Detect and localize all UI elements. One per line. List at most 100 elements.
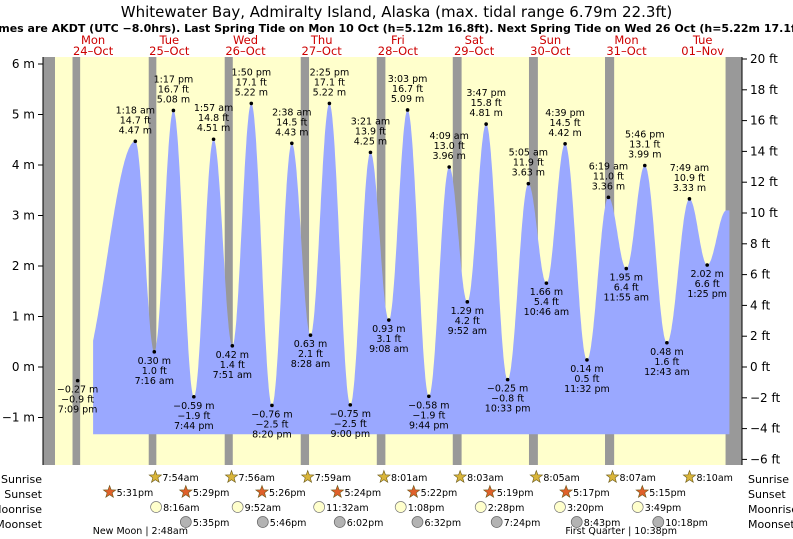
low-tide-label: 2.02 m6.6 ft1:25 pm bbox=[687, 269, 727, 300]
tide-height-m: −0.58 m bbox=[408, 400, 449, 411]
sunset-icon bbox=[254, 484, 270, 499]
tide-point bbox=[526, 181, 531, 186]
tide-point bbox=[405, 108, 410, 112]
sunrise-icon bbox=[148, 469, 163, 484]
day-header-date: 28–Oct bbox=[378, 44, 419, 58]
day-header-date: 31–Oct bbox=[606, 44, 647, 58]
tide-time: 8:20 pm bbox=[252, 429, 292, 440]
low-tide-label: 1.29 m4.2 ft9:52 am bbox=[448, 306, 487, 337]
right-tick-label: −4 ft bbox=[750, 422, 781, 436]
moonrise-time: 1:08pm bbox=[408, 503, 445, 514]
row-label-right-sunrise: Sunrise bbox=[748, 473, 789, 486]
tide-height-ft: 17.1 ft bbox=[236, 77, 267, 88]
tide-height-m: 0.63 m bbox=[294, 339, 327, 350]
tide-time: 2:25 pm bbox=[310, 67, 350, 78]
tide-point bbox=[484, 122, 488, 126]
tide-time: 1:17 pm bbox=[154, 74, 194, 85]
low-tide-label: 0.30 m1.0 ft7:16 am bbox=[135, 356, 174, 387]
sunset-time: 5:22pm bbox=[421, 488, 458, 499]
moonset-icon bbox=[333, 516, 346, 528]
tide-height-m: 3.33 m bbox=[673, 183, 706, 194]
tide-time: 7:51 am bbox=[213, 370, 252, 381]
tide-time: 12:43 am bbox=[644, 367, 689, 378]
tide-point bbox=[348, 403, 353, 407]
sunset-time: 5:19pm bbox=[497, 488, 534, 499]
left-tick-label: 5 m bbox=[12, 108, 35, 122]
moonset-time: 5:35pm bbox=[193, 518, 230, 529]
sunset-icon bbox=[102, 484, 117, 499]
tide-time: 11:32 pm bbox=[564, 384, 610, 395]
tide-time: 7:49 am bbox=[670, 163, 709, 174]
moonset-icon bbox=[256, 516, 269, 528]
tide-height-m: 4.51 m bbox=[197, 123, 230, 134]
sunrise-time: 8:03am bbox=[467, 473, 503, 484]
tide-time: 2:38 am bbox=[272, 107, 311, 118]
sunrise-icon bbox=[453, 469, 468, 484]
sunset-icon bbox=[178, 484, 193, 499]
tide-point bbox=[427, 394, 431, 399]
tide-height-ft: 6.4 ft bbox=[614, 283, 639, 294]
sunrise-icon bbox=[376, 469, 391, 484]
right-tick-label: −2 ft bbox=[750, 391, 781, 405]
row-label-left-moonrise: Moonrise bbox=[0, 503, 42, 516]
tide-height-ft: 14.5 ft bbox=[276, 117, 307, 128]
moonset-icon bbox=[570, 516, 583, 528]
tide-height-ft: 11.9 ft bbox=[513, 158, 544, 169]
right-tick-label: 8 ft bbox=[750, 237, 770, 251]
tide-time: 1:57 am bbox=[194, 103, 233, 114]
row-label-right-sunset: Sunset bbox=[748, 488, 786, 501]
tide-point bbox=[705, 263, 709, 267]
tide-height-ft: 3.1 ft bbox=[376, 334, 401, 345]
tide-height-m: 1.95 m bbox=[610, 273, 643, 284]
tide-height-ft: −0.9 ft bbox=[61, 395, 94, 406]
sunset-time: 5:26pm bbox=[269, 488, 306, 499]
day-headers: Mon24–OctTue25–OctWed26–OctThu27–OctFri2… bbox=[73, 33, 724, 58]
tide-height-ft: 13.0 ft bbox=[434, 141, 465, 152]
row-label-left-sunset: Sunset bbox=[4, 488, 42, 501]
tide-point bbox=[308, 333, 313, 337]
row-label-left-sunrise: Sunrise bbox=[1, 473, 42, 486]
tide-height-ft: 14.8 ft bbox=[198, 113, 229, 124]
tide-point bbox=[368, 150, 373, 155]
tide-height-ft: −1.9 ft bbox=[412, 410, 445, 421]
tide-height-ft: 5.4 ft bbox=[534, 297, 559, 308]
tide-point bbox=[152, 350, 157, 354]
tide-time: 9:44 pm bbox=[409, 420, 449, 431]
day-header-dow: Fri bbox=[391, 33, 405, 47]
tide-point bbox=[387, 318, 391, 322]
moonset-time: 10:18pm bbox=[665, 518, 708, 529]
tide-height-m: 4.42 m bbox=[548, 128, 581, 139]
day-header-dow: Thu bbox=[310, 33, 333, 47]
day-header-dow: Sat bbox=[465, 33, 484, 47]
tide-point bbox=[230, 343, 235, 348]
axes: −1 m 0 m 1 m 2 m 3 m 4 m 5 m 6 m −6 ft −4 ft −2 ft… bbox=[2, 52, 781, 466]
tide-time: 3:03 pm bbox=[388, 74, 428, 85]
left-tick-label: 0 m bbox=[12, 360, 35, 374]
tide-height-ft: 2.1 ft bbox=[298, 349, 323, 360]
left-tick-label: 1 m bbox=[12, 310, 35, 324]
sunset-icon bbox=[330, 484, 345, 499]
tide-height-m: 1.29 m bbox=[451, 306, 484, 317]
tide-height-m: −0.27 m bbox=[57, 385, 98, 396]
tide-point bbox=[642, 163, 647, 168]
tide-height-m: 5.22 m bbox=[313, 87, 346, 98]
tide-height-ft: 16.7 ft bbox=[392, 84, 423, 95]
tide-height-ft: −0.8 ft bbox=[491, 394, 524, 405]
moonset-icon bbox=[652, 516, 665, 528]
tide-height-m: 0.14 m bbox=[570, 364, 603, 375]
low-tide-label: −0.59 m−1.9 ft7:44 pm bbox=[173, 401, 214, 432]
tide-time: 10:46 am bbox=[524, 307, 569, 318]
moonrise-time: 3:49pm bbox=[645, 503, 682, 514]
tide-curve bbox=[93, 103, 730, 435]
moonset-time: 5:46pm bbox=[270, 518, 307, 529]
tide-height-ft: 14.5 ft bbox=[550, 118, 581, 129]
tide-point bbox=[211, 137, 216, 142]
low-tide-label: 0.42 m1.4 ft7:51 am bbox=[213, 350, 252, 381]
